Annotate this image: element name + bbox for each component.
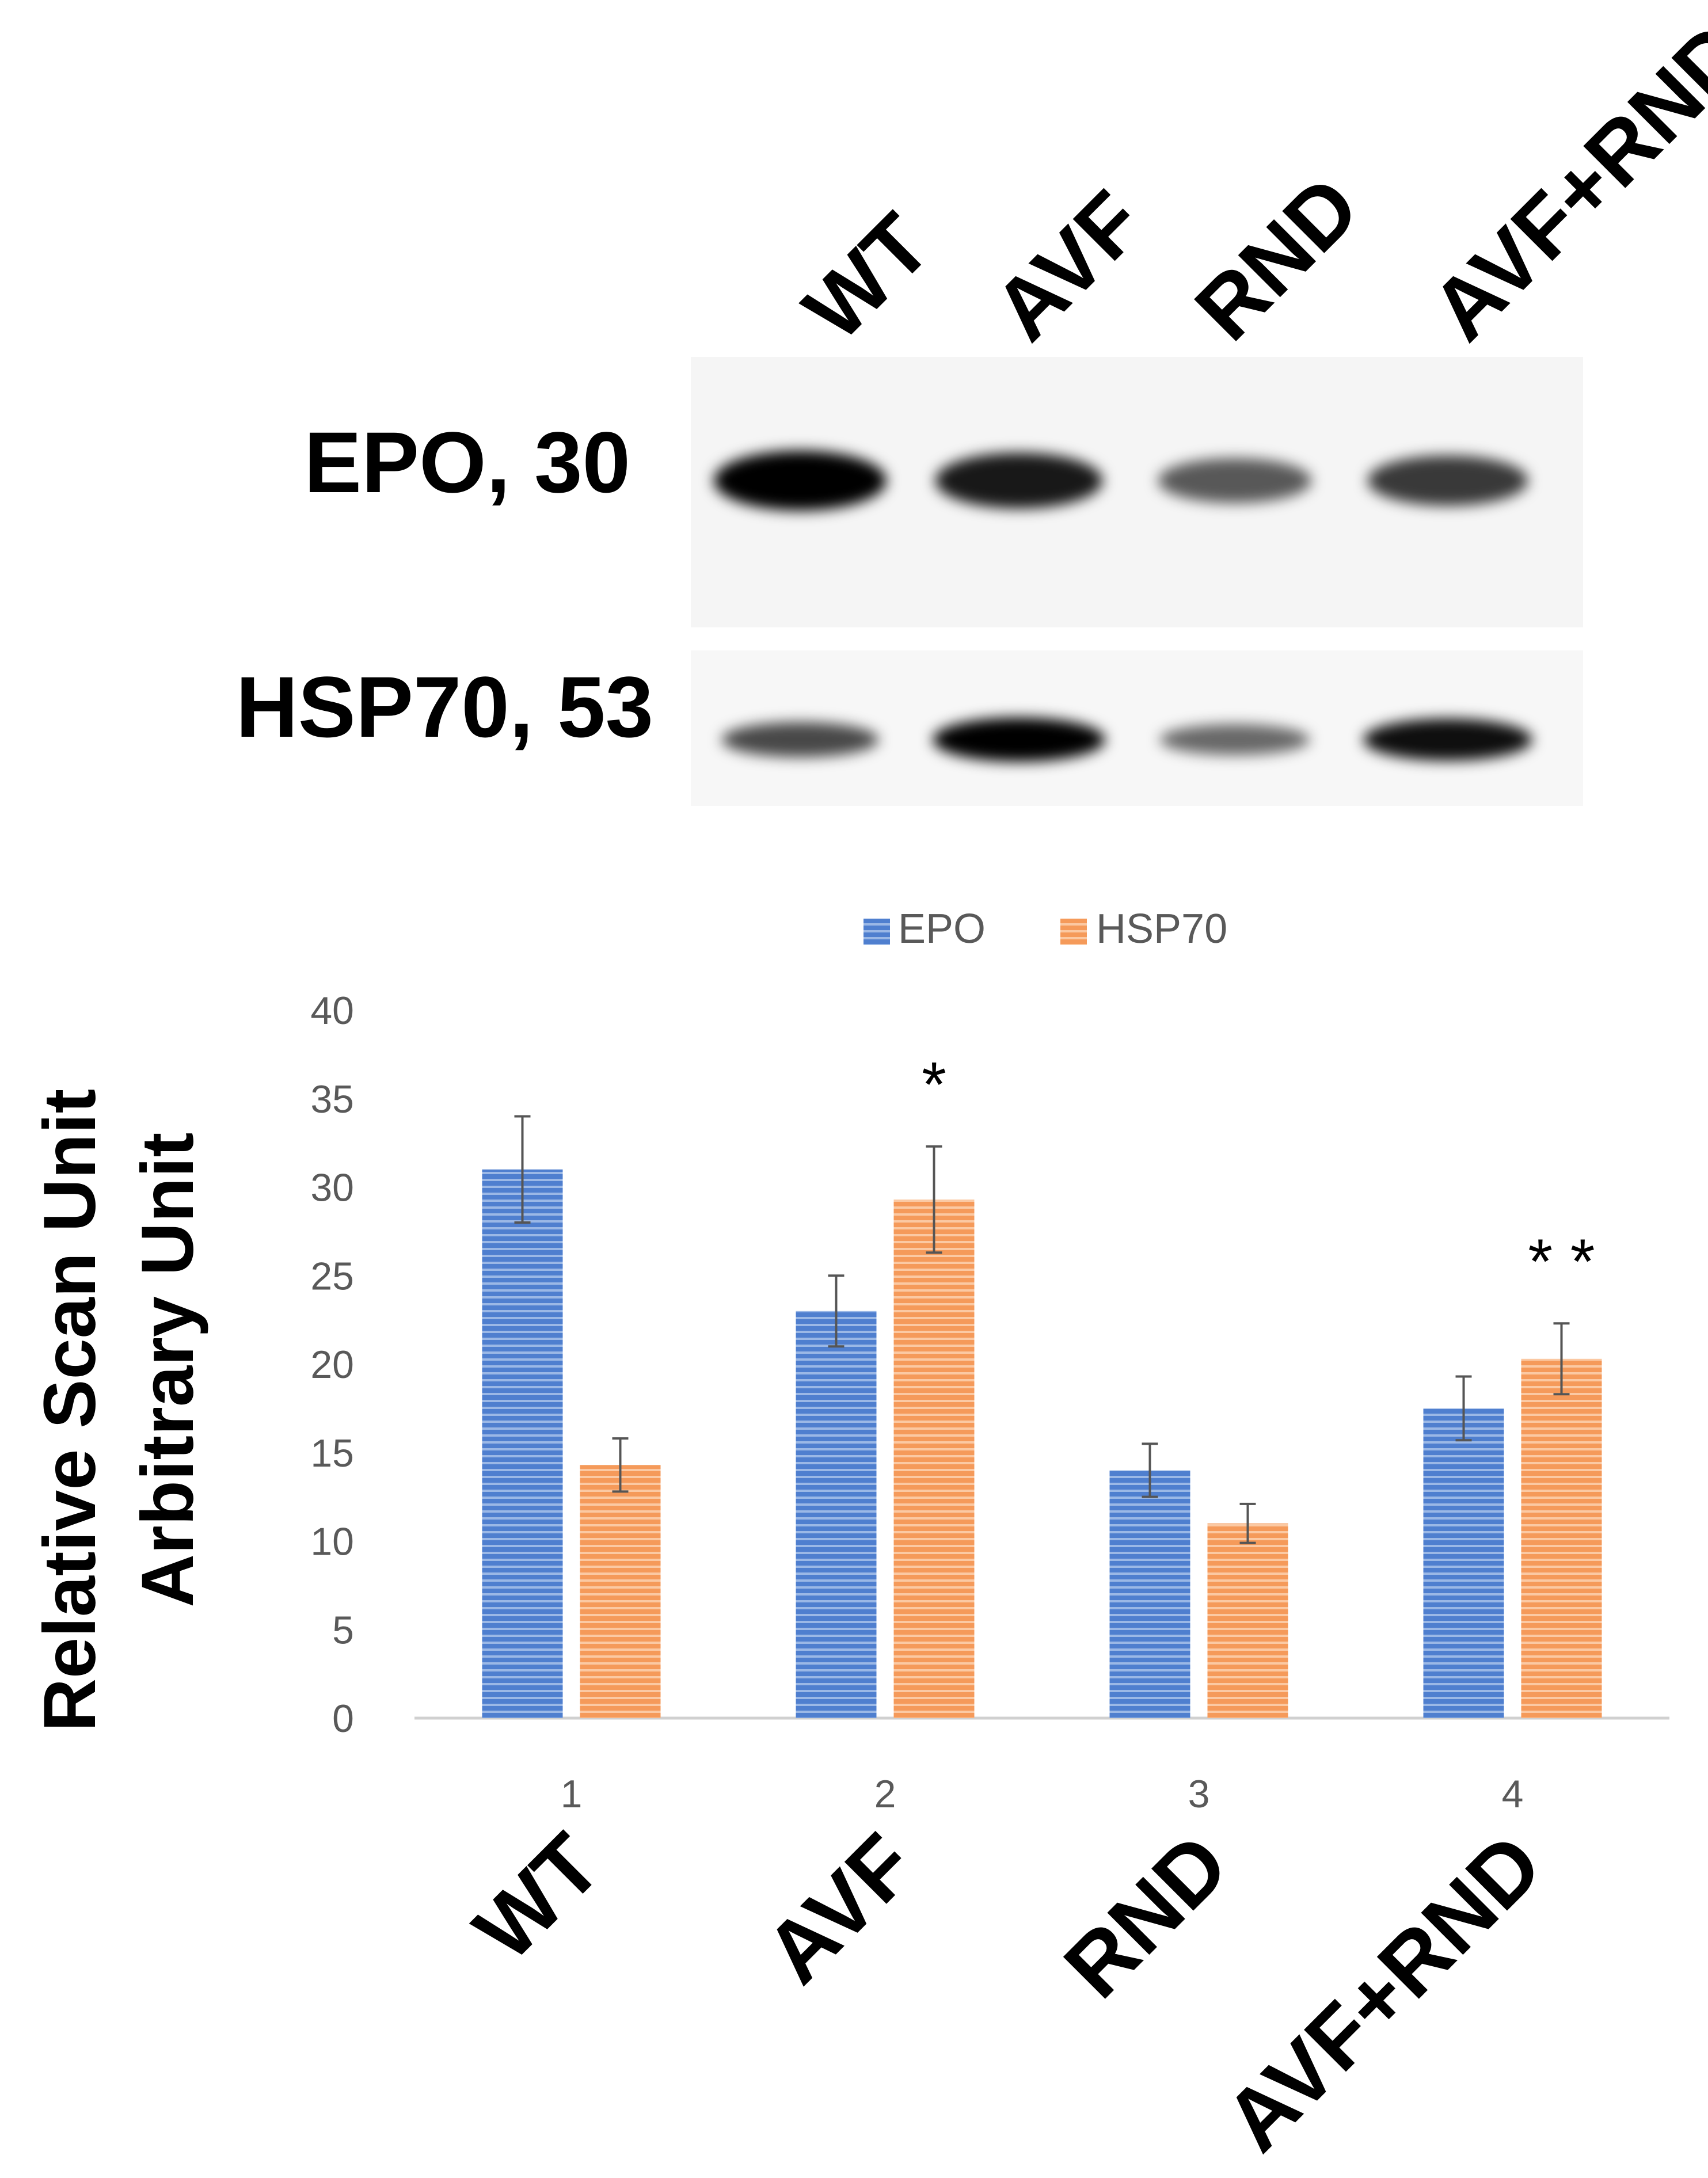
legend-swatch-hsp70	[1060, 919, 1087, 945]
blot-band	[1363, 718, 1532, 761]
group-label: WT	[455, 1815, 619, 1979]
lane-label: RND	[1177, 158, 1378, 359]
western-blot: WT AVF RND AVF+RND EPO, 30 HSP70, 53	[236, 5, 1708, 806]
legend-label-hsp70: HSP70	[1096, 906, 1227, 952]
x-axis-ticks: 1 2 3 4	[561, 1772, 1524, 1816]
x-tick-label: 4	[1502, 1772, 1524, 1816]
bar-epo	[796, 1311, 877, 1718]
legend: EPO HSP70	[863, 906, 1227, 952]
bar-hsp70	[893, 1200, 975, 1718]
bar-chart: EPO HSP70 Relative Scan Unit Arbitrary U…	[29, 906, 1669, 2169]
bar-epo	[482, 1169, 563, 1718]
y-tick-label: 10	[310, 1520, 354, 1564]
significance-annotations: * * *	[922, 1049, 1595, 1297]
y-axis-ticks: 0 5 10 15 20 25 30 35 40	[310, 989, 354, 1741]
x-tick-label: 3	[1188, 1772, 1210, 1816]
blot-band	[721, 722, 879, 757]
bar-epo	[1423, 1408, 1504, 1718]
blot-band	[1158, 458, 1312, 504]
y-tick-label: 5	[332, 1608, 354, 1652]
y-tick-label: 20	[310, 1343, 354, 1387]
blot-lane-labels: WT AVF RND AVF+RND	[785, 5, 1708, 359]
group-label: AVF	[747, 1815, 933, 2001]
bars	[482, 1115, 1602, 1718]
y-tick-label: 40	[310, 989, 354, 1033]
blot-band	[1159, 724, 1310, 756]
y-tick-label: 35	[310, 1077, 354, 1121]
bar-epo	[1109, 1470, 1190, 1718]
legend-swatch-epo	[863, 919, 890, 945]
x-tick-label: 2	[874, 1772, 896, 1816]
blot-row-label-hsp70: HSP70, 53	[236, 658, 653, 755]
y-tick-label: 25	[310, 1254, 354, 1298]
group-label: RND	[1046, 1815, 1247, 2016]
y-axis-title-line-1: Relative Scan Unit	[29, 1089, 111, 1732]
y-axis-title: Relative Scan Unit Arbitrary Unit	[29, 1089, 209, 1732]
significance-marker: * *	[1528, 1226, 1595, 1297]
y-tick-label: 15	[310, 1431, 354, 1475]
legend-label-epo: EPO	[898, 906, 986, 952]
lane-label: AVF	[975, 173, 1161, 359]
significance-marker: *	[922, 1049, 946, 1120]
y-tick-label: 0	[332, 1697, 354, 1741]
lane-label: AVF+RND	[1413, 5, 1708, 359]
blot-bands	[714, 450, 1532, 762]
y-tick-label: 30	[310, 1166, 354, 1210]
blot-band	[714, 450, 887, 511]
blot-band	[935, 452, 1103, 509]
blot-band	[933, 717, 1105, 762]
bar-hsp70	[1207, 1523, 1288, 1718]
y-axis-title-line-2: Arbitrary Unit	[127, 1133, 209, 1608]
bar-hsp70	[580, 1465, 661, 1718]
lane-label: WT	[785, 195, 949, 359]
bar-hsp70	[1521, 1358, 1602, 1718]
group-label: AVF+RND	[1206, 1815, 1560, 2169]
blot-row-label-epo: EPO, 30	[304, 414, 630, 511]
x-tick-label: 1	[561, 1772, 583, 1816]
blot-band	[1367, 455, 1528, 506]
